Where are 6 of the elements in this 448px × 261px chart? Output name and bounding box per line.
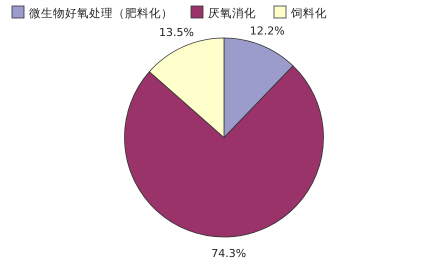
data-label: 74.3%: [211, 246, 246, 260]
data-label: 13.5%: [158, 26, 194, 40]
legend-label: 厌氧消化: [208, 6, 256, 20]
legend-label: 微生物好氧处理（肥料化）: [29, 6, 173, 20]
legend-label: 饲料化: [290, 6, 327, 20]
data-label: 12.2%: [250, 24, 285, 38]
